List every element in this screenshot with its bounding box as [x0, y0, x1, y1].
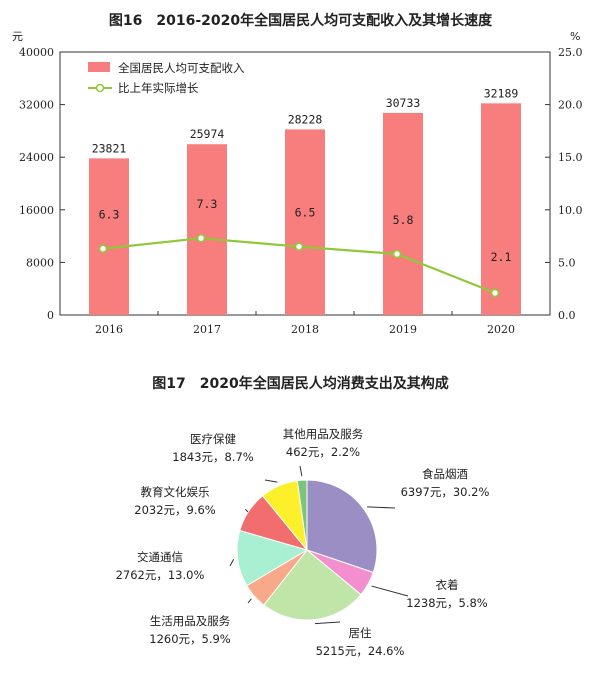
x-axis-tick-label: 2020 — [487, 323, 515, 336]
pie-slice — [236, 529, 309, 587]
bar-data-label: 25974 — [190, 127, 225, 141]
pie-slice-label: 教育文化娱乐 — [141, 485, 210, 499]
bar-data-label: 23821 — [92, 141, 127, 155]
pie-slice-label: 居住 — [349, 626, 372, 640]
right-axis-tick-label: 25.0 — [558, 46, 583, 59]
right-axis-tick-label: 15.0 — [558, 151, 583, 164]
right-axis-tick-label: 0.0 — [558, 309, 576, 322]
pie-leader-line — [314, 621, 341, 625]
growth-data-label: 6.3 — [99, 208, 120, 222]
legend-line-label: 比上年实际增长 — [118, 81, 199, 95]
bar — [89, 158, 129, 315]
bar — [481, 103, 521, 315]
growth-data-label: 2.1 — [491, 250, 512, 264]
right-axis-tick-label: 5.0 — [558, 256, 576, 269]
pie-slice-value: 2032元，9.6% — [134, 503, 216, 517]
left-axis-tick-label: 0 — [47, 309, 54, 322]
pie-slice-value: 1238元，5.8% — [406, 596, 488, 610]
pie-leader-line — [247, 598, 252, 604]
growth-point — [392, 249, 402, 259]
chart17-title: 图17 2020年全国居民人均消费支出及其构成 — [152, 376, 449, 392]
x-axis-tick-label: 2017 — [193, 323, 221, 336]
growth-point — [98, 244, 108, 254]
growth-point — [490, 288, 500, 298]
left-axis-tick-label: 32000 — [19, 99, 54, 112]
pie-slice-label: 生活用品及服务 — [150, 614, 231, 628]
growth-data-label: 7.3 — [197, 197, 218, 211]
bar-data-label: 32189 — [484, 86, 519, 100]
pie-slice-label: 食品烟酒 — [422, 467, 468, 481]
left-axis-tick-label: 24000 — [19, 151, 54, 164]
growth-data-label: 5.8 — [393, 213, 414, 227]
bar — [187, 144, 227, 315]
pie-slice-value: 462元，2.2% — [286, 445, 360, 459]
left-axis-unit: 元 — [12, 30, 23, 43]
bar-data-label: 28228 — [288, 112, 323, 126]
pie-slice — [296, 479, 308, 551]
pie-slice-value: 2762元，13.0% — [116, 568, 205, 582]
growth-point — [196, 233, 206, 243]
pie-leader-line — [229, 559, 235, 567]
left-axis-tick-label: 8000 — [26, 256, 54, 269]
pie-leader-line — [244, 508, 249, 513]
bar-data-label: 30733 — [386, 96, 421, 110]
legend-bar-swatch — [88, 62, 110, 72]
x-axis-tick-label: 2016 — [95, 323, 123, 336]
pie-slice-label: 衣着 — [436, 578, 459, 592]
pie-slice-value: 6397元，30.2% — [401, 485, 490, 499]
pie-slice-label: 医疗保健 — [190, 432, 236, 446]
pie-leader-line — [367, 506, 396, 509]
pie-slice-value: 1843元，8.7% — [172, 450, 254, 464]
pie-slice-label: 其他用品及服务 — [283, 427, 364, 441]
pie-leader-line — [264, 479, 278, 483]
pie-slice-value: 5215元，24.6% — [316, 644, 405, 658]
x-axis-tick-label: 2019 — [389, 323, 417, 336]
left-axis-tick-label: 40000 — [19, 46, 54, 59]
bar — [285, 129, 325, 315]
growth-data-label: 6.5 — [295, 206, 316, 220]
pie-leader-line — [299, 465, 303, 477]
pie-slice — [306, 479, 378, 574]
x-axis-tick-label: 2018 — [291, 323, 319, 336]
legend-bar-label: 全国居民人均可支配收入 — [118, 61, 245, 75]
left-axis-tick-label: 16000 — [19, 204, 54, 217]
right-axis-tick-label: 10.0 — [558, 204, 583, 217]
chart16-title: 图16 2016-2020年全国居民人均可支配收入及其增长速度 — [108, 13, 493, 29]
pie-leader-line — [371, 585, 409, 597]
pie-slice — [263, 549, 362, 621]
legend-line-marker — [95, 83, 105, 93]
bar — [383, 112, 423, 315]
pie-slice-label: 交通通信 — [137, 550, 183, 564]
growth-point — [294, 242, 304, 251]
right-axis-unit: % — [570, 30, 580, 43]
right-axis-tick-label: 20.0 — [558, 99, 583, 112]
pie-slice-value: 1260元，5.9% — [149, 632, 231, 646]
